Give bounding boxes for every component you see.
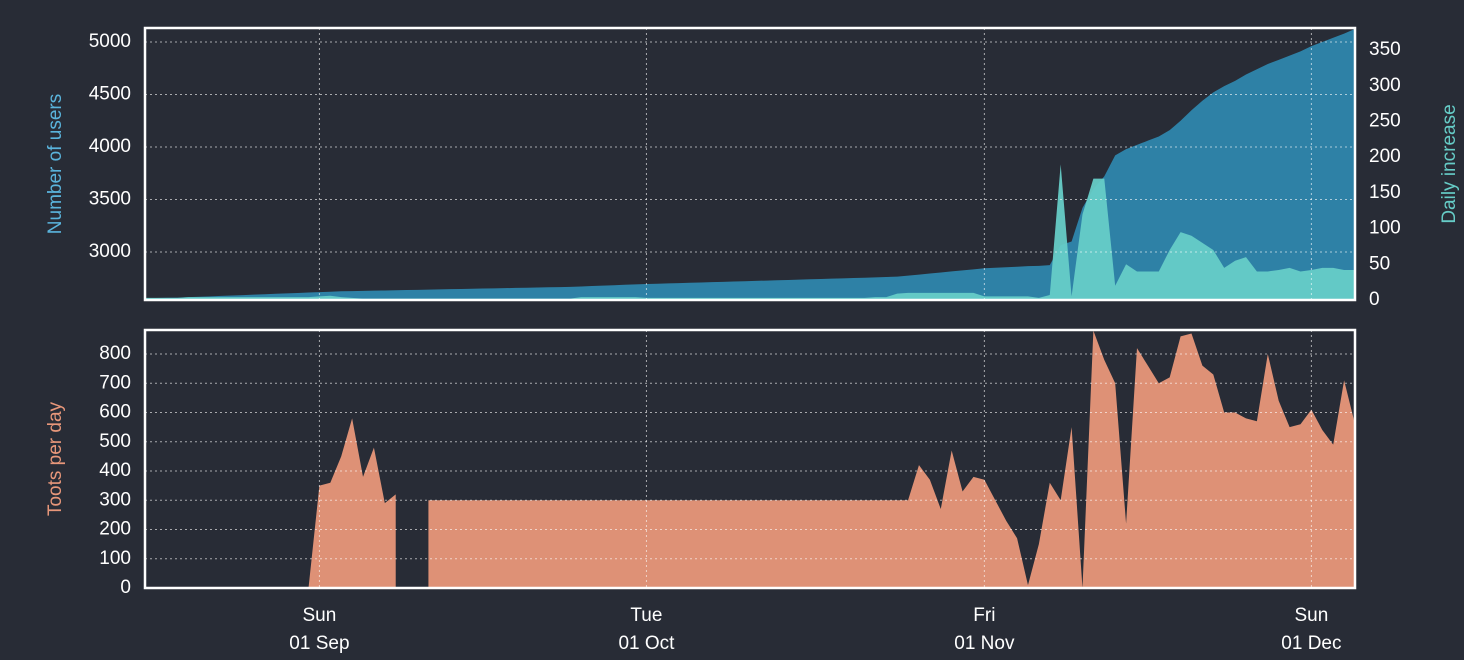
y2-tick-label: 350 — [1369, 39, 1401, 60]
y-tick-label: 500 — [99, 431, 131, 452]
x-tick-weekday: Sun — [1294, 605, 1328, 626]
y-tick-label: 100 — [99, 548, 131, 569]
x-tick-date: 01 Dec — [1281, 633, 1341, 654]
y-tick-label: 5000 — [89, 31, 131, 52]
panel-border — [143, 328, 1357, 590]
area — [145, 330, 1355, 588]
x-tick-date: 01 Nov — [954, 633, 1015, 654]
x-tick-weekday: Fri — [973, 605, 995, 626]
x-tick-weekday: Sun — [303, 605, 337, 626]
y-tick-label: 3000 — [89, 241, 131, 262]
y-tick-label: 0 — [120, 577, 131, 598]
y-tick-label: 4000 — [89, 136, 131, 157]
y2-tick-label: 0 — [1369, 289, 1380, 310]
panel-border — [143, 26, 1357, 302]
x-tick-date: 01 Sep — [289, 633, 349, 654]
y-axis-label: Toots per day — [45, 401, 66, 516]
y-tick-label: 300 — [99, 489, 131, 510]
area — [145, 164, 1355, 300]
y-tick-label: 600 — [99, 402, 131, 423]
y2-tick-label: 300 — [1369, 75, 1401, 96]
y-tick-label: 4500 — [89, 83, 131, 104]
y-axis-label: Number of users — [45, 94, 66, 234]
y2-tick-label: 250 — [1369, 111, 1401, 132]
y-tick-label: 400 — [99, 460, 131, 481]
y2-tick-label: 150 — [1369, 182, 1401, 203]
y2-axis-label: Daily increase — [1439, 104, 1460, 223]
y2-tick-label: 100 — [1369, 218, 1401, 239]
y-tick-label: 200 — [99, 519, 131, 540]
x-tick-weekday: Tue — [630, 605, 662, 626]
y-tick-label: 3500 — [89, 189, 131, 210]
y2-tick-label: 200 — [1369, 146, 1401, 167]
y-tick-label: 700 — [99, 372, 131, 393]
y2-tick-label: 50 — [1369, 253, 1390, 274]
y-tick-label: 800 — [99, 343, 131, 364]
x-tick-date: 01 Oct — [618, 633, 675, 654]
